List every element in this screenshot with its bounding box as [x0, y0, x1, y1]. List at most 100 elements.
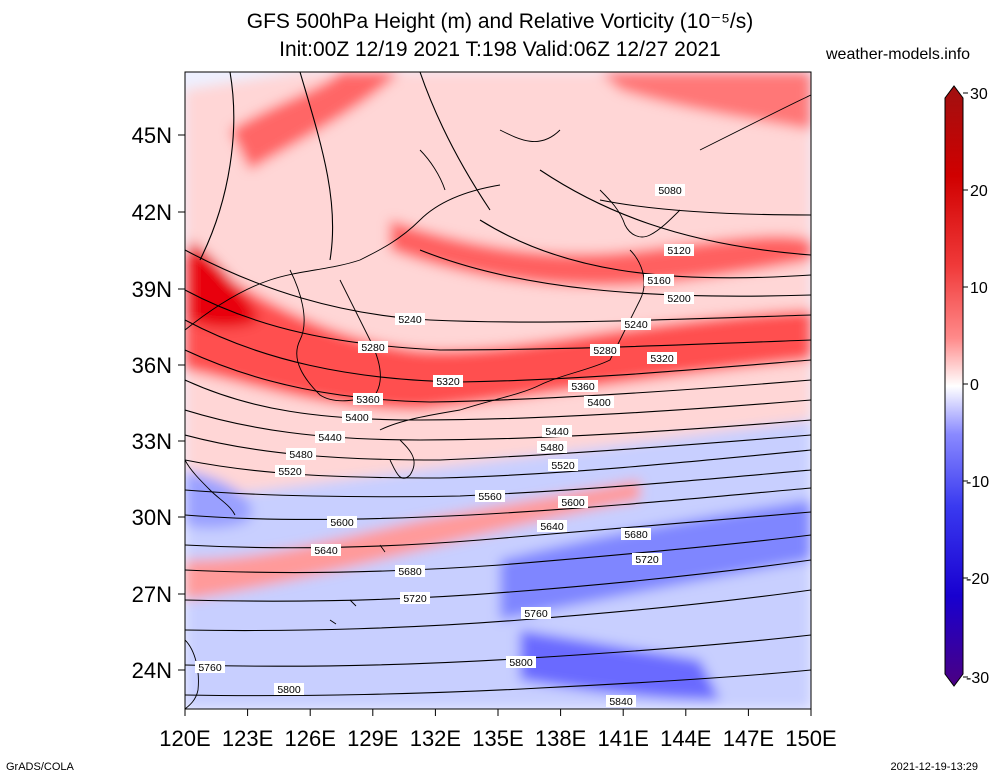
contour-label: 5520	[275, 465, 305, 478]
svg-text:5280: 5280	[361, 342, 385, 354]
svg-text:5680: 5680	[398, 566, 422, 578]
svg-text:5800: 5800	[509, 657, 533, 669]
colorbar-tick-label: 0	[970, 377, 979, 394]
contour-label: 5240	[395, 313, 425, 326]
svg-text:5480: 5480	[540, 442, 564, 454]
svg-text:5560: 5560	[478, 491, 502, 503]
svg-text:5720: 5720	[403, 593, 427, 605]
lon-label: 147E	[723, 726, 774, 751]
svg-text:5760: 5760	[198, 662, 222, 674]
contour-label: 5760	[195, 661, 225, 674]
contour-label: 5320	[647, 352, 677, 365]
svg-text:5640: 5640	[540, 521, 564, 533]
contour-label: 5560	[475, 490, 505, 503]
svg-text:5440: 5440	[545, 426, 569, 438]
svg-text:5080: 5080	[658, 185, 682, 197]
contour-label: 5840	[606, 695, 636, 708]
lon-label: 150E	[785, 726, 836, 751]
lat-label: 33N	[132, 429, 172, 454]
svg-text:5680: 5680	[624, 529, 648, 541]
colorbar-tick-label: -10	[966, 474, 989, 491]
svg-text:5640: 5640	[314, 545, 338, 557]
svg-text:5840: 5840	[609, 696, 633, 708]
contour-label: 5360	[568, 380, 598, 393]
svg-text:5360: 5360	[571, 381, 595, 393]
contour-label: 5600	[327, 516, 357, 529]
lon-label: 132E	[410, 726, 461, 751]
footer-credit: GrADS/COLA	[6, 761, 74, 773]
lat-label: 27N	[132, 582, 172, 607]
svg-text:5520: 5520	[551, 460, 575, 472]
contour-label: 5120	[664, 244, 694, 257]
lat-label: 36N	[132, 353, 172, 378]
colorbar-tick-label: 10	[970, 280, 988, 297]
contour-label: 5280	[590, 344, 620, 357]
svg-text:5240: 5240	[624, 319, 648, 331]
contour-label: 5360	[353, 393, 383, 406]
contour-label: 5400	[584, 396, 614, 409]
contour-label: 5640	[537, 520, 567, 533]
contour-label: 5160	[644, 274, 674, 287]
svg-text:5440: 5440	[318, 432, 342, 444]
lat-label: 30N	[132, 505, 172, 530]
colorbar: 30 20 10 0 -10 -20 -30	[944, 85, 989, 687]
svg-text:5760: 5760	[524, 608, 548, 620]
contour-label: 5720	[400, 592, 430, 605]
map-title: GFS 500hPa Height (m) and Relative Vorti…	[246, 10, 754, 33]
contour-label: 5600	[558, 496, 588, 509]
svg-text:5400: 5400	[587, 397, 611, 409]
svg-text:5720: 5720	[635, 554, 659, 566]
contour-label: 5080	[655, 184, 685, 197]
footer-timestamp: 2021-12-19-13:29	[890, 761, 978, 773]
lon-label: 126E	[285, 726, 336, 751]
site-credit: weather-models.info	[826, 46, 971, 63]
lon-label: 129E	[347, 726, 398, 751]
svg-text:5280: 5280	[593, 345, 617, 357]
contour-label: 5320	[433, 375, 463, 388]
svg-text:5480: 5480	[289, 449, 313, 461]
colorbar-tick-label: 30	[970, 86, 988, 103]
svg-text:5360: 5360	[356, 394, 380, 406]
lat-label: 42N	[132, 200, 172, 225]
vorticity-field: 5080 5120 5160 5200 5240 5280 5320 5360 …	[185, 72, 811, 709]
colorbar-tick-label: -30	[966, 670, 989, 687]
svg-text:5400: 5400	[345, 412, 369, 424]
lon-label: 123E	[222, 726, 273, 751]
lon-label: 141E	[598, 726, 649, 751]
colorbar-tick-label: 20	[970, 183, 988, 200]
contour-label: 5720	[632, 553, 662, 566]
svg-text:5600: 5600	[330, 517, 354, 529]
contour-label: 5640	[311, 544, 341, 557]
colorbar-tick-label: -20	[966, 571, 989, 588]
svg-text:5320: 5320	[436, 376, 460, 388]
svg-text:5320: 5320	[650, 353, 674, 365]
map-subtitle: Init:00Z 12/19 2021 T:198 Valid:06Z 12/2…	[279, 38, 721, 61]
contour-label: 5480	[537, 441, 567, 454]
lat-label: 24N	[132, 658, 172, 683]
lat-label: 45N	[132, 123, 172, 148]
contour-label: 5760	[521, 607, 551, 620]
svg-text:5160: 5160	[647, 275, 671, 287]
contour-label: 5680	[395, 565, 425, 578]
svg-text:5240: 5240	[398, 314, 422, 326]
svg-text:5520: 5520	[278, 466, 302, 478]
contour-label: 5240	[621, 318, 651, 331]
contour-label: 5440	[542, 425, 572, 438]
lat-label: 39N	[132, 277, 172, 302]
svg-text:5800: 5800	[277, 684, 301, 696]
contour-label: 5800	[274, 683, 304, 696]
lon-label: 120E	[159, 726, 210, 751]
contour-label: 5680	[621, 528, 651, 541]
contour-label: 5480	[286, 448, 316, 461]
svg-text:5200: 5200	[667, 293, 691, 305]
lon-label: 138E	[535, 726, 586, 751]
contour-label: 5400	[342, 411, 372, 424]
contour-label: 5800	[506, 656, 536, 669]
contour-label: 5440	[315, 431, 345, 444]
svg-text:5600: 5600	[561, 497, 585, 509]
lon-label: 144E	[660, 726, 711, 751]
lon-label: 135E	[472, 726, 523, 751]
contour-label: 5200	[664, 292, 694, 305]
contour-label: 5520	[548, 459, 578, 472]
